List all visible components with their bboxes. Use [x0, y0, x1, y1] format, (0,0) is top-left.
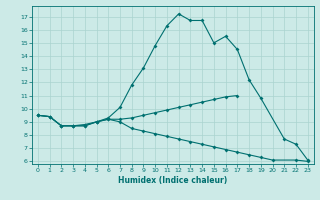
X-axis label: Humidex (Indice chaleur): Humidex (Indice chaleur)	[118, 176, 228, 185]
